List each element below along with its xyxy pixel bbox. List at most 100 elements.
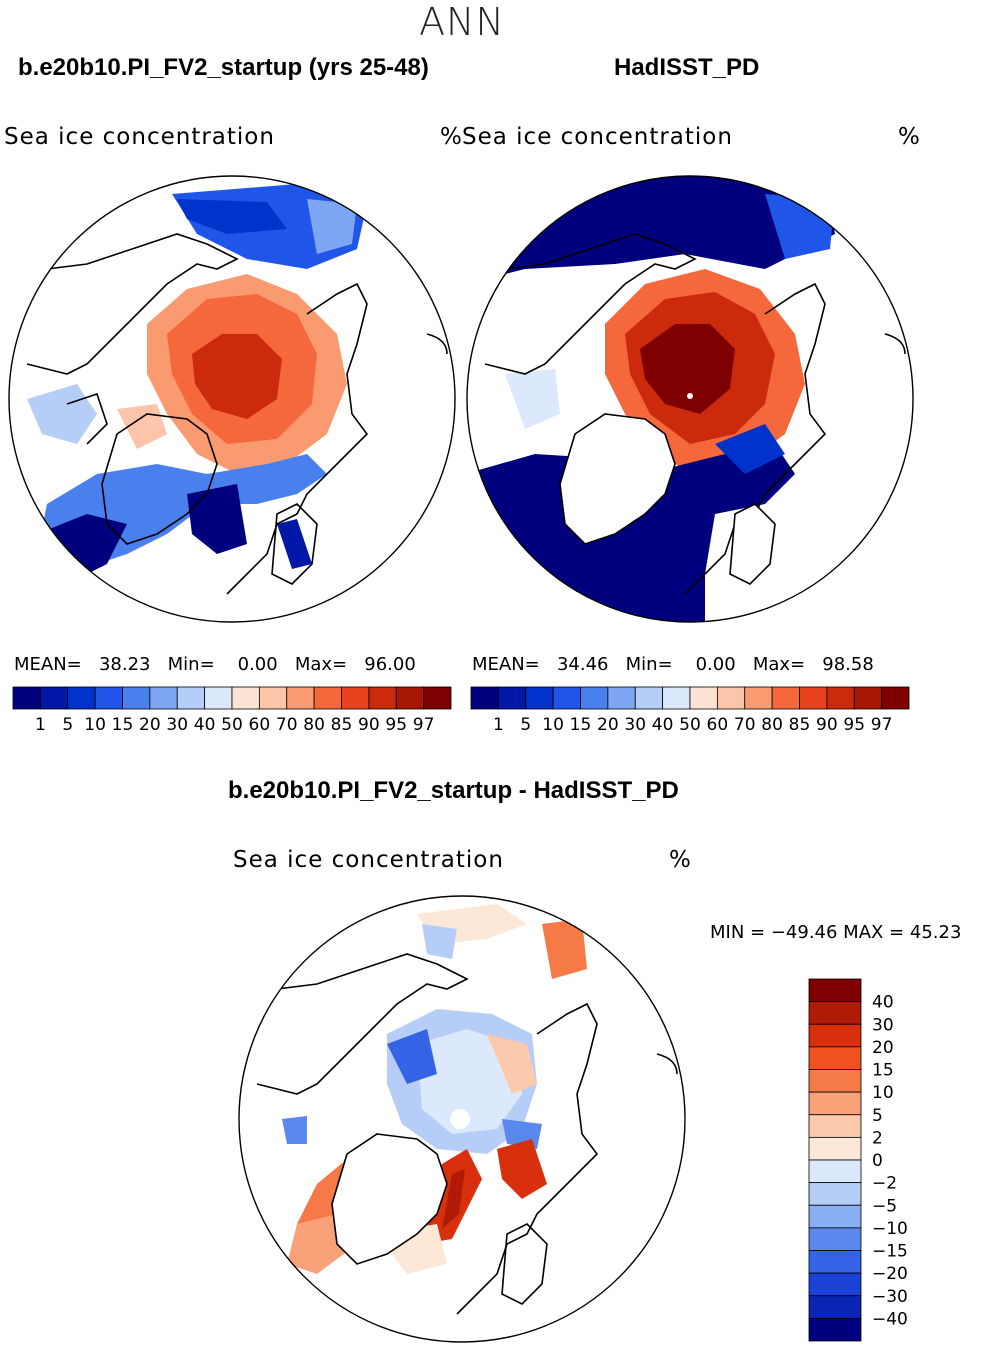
panel-1-title: b.e20b10.PI_FV2_startup (yrs 25-48) [18,54,429,81]
diff-colorbar-label: 2 [872,1128,883,1148]
diff-colorbar-swatch [808,1295,862,1319]
diff-colorbar-label: −40 [872,1309,908,1329]
colorbar-2-swatch [744,686,773,710]
colorbar-1-swatch [258,686,288,710]
diff-colorbar-swatch [808,978,862,1003]
colorbar-1-label: 95 [385,715,407,735]
colorbar-2-label: 85 [789,715,811,735]
colorbar-1-swatch [341,686,370,710]
colorbar-2-swatch [525,686,554,710]
diff-colorbar-label: 5 [872,1106,883,1126]
colorbar-2-swatch [826,686,855,710]
panel-1-units: % [440,124,463,150]
diff-colorbar-swatch [808,1046,862,1070]
diff-colorbar-label: −30 [872,1287,908,1307]
colorbar-1-swatch [231,686,260,710]
colorbar-1-label: 70 [276,715,298,735]
colorbar-1-swatch [176,686,206,710]
diff-colorbar-label: −2 [872,1174,897,1194]
diff-colorbar-swatch [808,1250,862,1274]
colorbar-1-label: 97 [413,715,435,735]
season-title: ANN [419,0,505,44]
colorbar-1-swatch [286,686,315,710]
diff-map [238,895,686,1343]
colorbar-1-label: 1 [35,715,46,735]
diff-colorbar-label: 0 [872,1151,883,1171]
colorbar-2-swatch [607,686,636,710]
diff-colorbar-swatch [808,1069,862,1093]
diff-colorbar-swatch [808,1182,862,1206]
diff-minmax: MIN = −49.46 MAX = 45.23 [710,922,962,943]
diff-colorbar-swatch [808,1136,862,1161]
diff-variable: Sea ice concentration [233,847,504,873]
diff-colorbar-swatch [808,1091,862,1116]
panel-2-variable: Sea ice concentration [462,124,733,150]
colorbar-2-swatch [580,686,609,710]
colorbar-1-label: 85 [331,715,353,735]
colorbar-2-swatch [662,686,691,710]
colorbar-1-label: 50 [221,715,243,735]
diff-colorbar-label: 20 [872,1038,894,1058]
diff-colorbar-label: 30 [872,1015,894,1035]
colorbar-1-label: 20 [139,715,161,735]
colorbar-2-label: 80 [761,715,783,735]
diff-colorbar-swatch [808,1317,862,1342]
colorbar-2-label: 15 [570,715,592,735]
colorbar-1-swatch [12,686,41,710]
panel-1-map [8,175,456,623]
colorbar-1-label: 90 [358,715,380,735]
colorbar-2-label: 20 [597,715,619,735]
colorbar-2-label: 70 [734,715,756,735]
colorbar-1-swatch [368,686,397,710]
diff-colorbar-label: 40 [872,993,894,1013]
panel-1-variable: Sea ice concentration [4,124,275,150]
panel-1-colorbar: 1 5 10 15 20 30 40 50 60 70 80 85 90 95 97 [12,686,452,735]
diff-colorbar-label: −20 [872,1264,908,1284]
panel-2-stats: MEAN= 34.46 Min= 0.00 Max= 98.58 [472,654,874,675]
colorbar-2-label: 60 [707,715,729,735]
colorbar-2-label: 5 [520,715,531,735]
colorbar-2-swatch [853,686,883,710]
panel-2-colorbar: 1 5 10 15 20 30 40 50 60 70 80 85 90 95 97 [470,686,910,735]
colorbar-1-label: 5 [62,715,73,735]
colorbar-1-swatch [67,686,96,710]
colorbar-1-label: 15 [112,715,134,735]
colorbar-2-swatch [771,686,800,710]
colorbar-1-swatch [204,686,233,710]
colorbar-1-swatch [423,686,452,710]
diff-units: % [669,847,692,873]
panel-1-stats: MEAN= 38.23 Min= 0.00 Max= 96.00 [14,654,416,675]
colorbar-2-label: 97 [871,715,893,735]
panel-2-title: HadISST_PD [614,54,760,81]
panel-2-units: % [898,124,921,150]
diff-colorbar-swatch [808,1001,862,1025]
panel-2-map [466,175,914,623]
colorbar-2-swatch [799,686,828,710]
colorbar-1-swatch [94,686,123,710]
diff-title: b.e20b10.PI_FV2_startup - HadISST_PD [228,777,679,804]
colorbar-1-label: 30 [166,715,188,735]
colorbar-1-label: 80 [303,715,325,735]
colorbar-2-swatch [716,686,746,710]
colorbar-2-label: 1 [493,715,504,735]
diff-colorbar-swatch [808,1023,862,1048]
diff-colorbar-swatch [808,1227,862,1251]
colorbar-2-swatch [881,686,910,710]
diff-colorbar-label: 15 [872,1061,894,1081]
colorbar-1-label: 10 [84,715,106,735]
colorbar-1-label: 40 [194,715,216,735]
colorbar-2-label: 90 [816,715,838,735]
diff-colorbar-swatch [808,1272,862,1297]
diff-colorbar-label: −10 [872,1219,908,1239]
colorbar-1-swatch [149,686,178,710]
colorbar-2-label: 40 [652,715,674,735]
colorbar-1-swatch [313,686,342,710]
colorbar-2-swatch [634,686,664,710]
diff-colorbar-label: −15 [872,1242,908,1262]
diff-colorbar-swatch [808,1204,862,1229]
colorbar-1-label: 60 [249,715,271,735]
colorbar-2-label: 10 [542,715,564,735]
colorbar-2-swatch [497,686,527,710]
colorbar-2-label: 30 [624,715,646,735]
